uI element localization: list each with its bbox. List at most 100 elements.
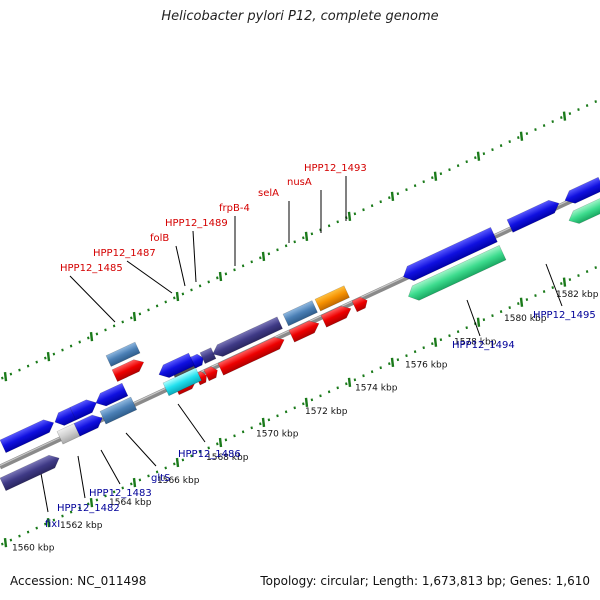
gene-label-sela[interactable]: selA [258, 188, 279, 199]
gene-label-hpp12-1495[interactable]: HPP12_1495 [533, 310, 596, 321]
gene-label-glts[interactable]: gltS [151, 473, 170, 484]
bottom-tick-dot-major [433, 337, 438, 347]
gene-label-hpp12-1494[interactable]: HPP12_1494 [452, 340, 515, 351]
gene-label-hpp12-1482[interactable]: HPP12_1482 [57, 503, 120, 514]
top-tick-dot-major [89, 331, 94, 342]
top-tick-dot [250, 260, 253, 264]
top-tick-dot [44, 356, 47, 360]
top-tick-dot [104, 328, 107, 332]
gene-arrow[interactable] [566, 197, 600, 227]
top-tick-dot-major [304, 231, 309, 242]
bottom-tick-dot [551, 286, 554, 290]
top-tick-dot [78, 340, 81, 344]
bottom-tick-dot [319, 394, 322, 398]
top-tick-dot [439, 172, 443, 176]
top-tick-dot [121, 320, 124, 324]
gene-label-nusa[interactable]: nusA [287, 177, 312, 188]
gene-block[interactable] [314, 285, 350, 312]
bottom-tick-dot-major [3, 538, 8, 548]
top-tick-dot-major [3, 372, 8, 382]
gene-arrow-shape [73, 414, 103, 437]
top-tick-dot [61, 348, 64, 352]
gene-block[interactable] [162, 367, 202, 397]
gene-label-frpb-4[interactable]: frpB-4 [219, 203, 250, 214]
gene-label-hpp12-1483[interactable]: HPP12_1483 [89, 488, 152, 499]
bottom-tick-dot [568, 278, 572, 282]
bottom-tick-dot [525, 298, 529, 302]
gene-arrow[interactable] [506, 197, 562, 233]
gene-arrow[interactable] [217, 334, 287, 376]
gene-arrow[interactable] [93, 382, 129, 409]
bottom-tick-dot [276, 414, 279, 418]
bottom-tick-dot [293, 406, 296, 410]
gene-arrow[interactable] [562, 176, 600, 207]
bottom-tick-dot [250, 426, 253, 430]
top-tick-dot [9, 372, 13, 376]
top-tick-dot-major [519, 131, 524, 141]
gene-label-folb[interactable]: folB [150, 233, 169, 244]
gene-arrow[interactable] [0, 452, 62, 492]
bottom-tick-dot [508, 306, 511, 310]
top-tick-dot-major [390, 191, 395, 201]
top-tick-dot [259, 256, 262, 260]
gene-arrow[interactable] [288, 318, 322, 343]
gene-block[interactable] [282, 300, 318, 327]
gene-block-shape [314, 285, 350, 312]
bottom-tick-dot [35, 526, 38, 530]
bottom-tick-dot [259, 422, 262, 426]
bottom-tick-dot [405, 354, 408, 358]
top-tick-dot [130, 316, 133, 320]
gene-arrow[interactable] [189, 352, 206, 369]
bottom-tick-dot [345, 382, 348, 386]
top-tick-dot [284, 244, 288, 248]
gene-label-hpp12-1486[interactable]: HPP12_1486 [178, 449, 241, 460]
gene-label-hpp12-1487[interactable]: HPP12_1487 [93, 248, 156, 259]
gene-arrow[interactable] [0, 416, 57, 454]
leader-line [545, 263, 563, 307]
gene-label-hpp12-1485[interactable]: HPP12_1485 [60, 263, 123, 274]
gene-block[interactable] [105, 341, 141, 367]
gene-arrow[interactable] [73, 412, 105, 437]
gene-arrow-shape [568, 197, 600, 224]
gene-arrow[interactable] [52, 406, 77, 428]
bottom-tick-dot [336, 386, 339, 390]
gene-arrow[interactable] [400, 227, 498, 284]
gene-arrow[interactable] [405, 245, 507, 303]
top-tick-dot [276, 248, 279, 252]
bottom-tick-dot [267, 418, 271, 422]
gene-arrow[interactable] [320, 303, 354, 328]
gene-block[interactable] [99, 396, 138, 425]
bottom-tick-dot [388, 362, 391, 366]
gene-block[interactable] [199, 347, 217, 365]
top-tick-dot-major [476, 151, 481, 161]
gene-arrow[interactable] [69, 396, 99, 421]
bottom-tick-dot [577, 274, 580, 278]
gene-arrow-shape [403, 227, 498, 281]
gene-label-hpp12-1493[interactable]: HPP12_1493 [304, 163, 367, 174]
top-tick-dot [560, 116, 563, 120]
bottom-tick-dot [1, 542, 4, 546]
gene-arrow-shape [189, 353, 204, 369]
gene-label-hpp12-1489[interactable]: HPP12_1489 [165, 218, 228, 229]
gene-arrow[interactable] [210, 316, 283, 360]
top-tick-dot [448, 168, 451, 172]
bottom-tick-dot [517, 302, 520, 306]
gene-arrow[interactable] [351, 295, 370, 313]
top-tick-dot [35, 360, 38, 364]
bottom-tick-dot-major [89, 497, 94, 508]
gene-arrow[interactable] [203, 365, 220, 382]
gene-arrow-shape [158, 352, 195, 378]
bottom-tick-dot [130, 482, 133, 486]
gene-arrow[interactable] [156, 352, 195, 381]
gene-arrow[interactable] [111, 356, 146, 382]
leader-line [69, 275, 116, 323]
top-tick-dot [353, 212, 357, 216]
gene-arrow-shape [212, 316, 283, 357]
top-tick-dot-major [175, 291, 180, 302]
gene-label-fixi[interactable]: fixI [45, 519, 60, 530]
bottom-tick-dot [439, 338, 443, 342]
scale-label-4: 1568 kbp [206, 453, 249, 463]
top-tick-dot [26, 364, 30, 368]
gene-arrow-shape [0, 419, 55, 454]
